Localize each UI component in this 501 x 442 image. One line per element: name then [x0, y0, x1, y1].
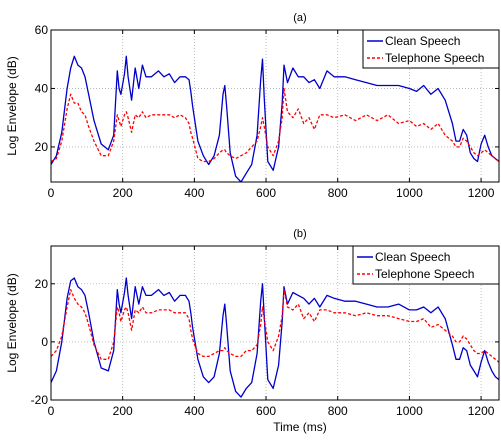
x-tick-label: 200 — [113, 404, 133, 418]
x-tick-label: 400 — [184, 404, 204, 418]
y-tick-label: 20 — [35, 277, 49, 291]
y-tick-label: 0 — [41, 335, 48, 349]
x-tick-label: 600 — [256, 186, 276, 200]
x-tick-label: 1200 — [468, 404, 495, 418]
series-line-clean-speech — [51, 277, 499, 398]
panel-title: (b) — [293, 228, 306, 240]
x-tick-label: 200 — [113, 186, 133, 200]
x-tick-label: 0 — [48, 404, 55, 418]
x-tick-label: 1000 — [396, 404, 423, 418]
x-tick-label: 800 — [328, 186, 348, 200]
legend-box — [352, 245, 500, 285]
y-tick-label: 60 — [35, 23, 49, 37]
legend-label: Clean Speech — [385, 34, 460, 48]
series-line-telephone-speech — [51, 87, 499, 163]
legend: Clean Speech Telephone Speech — [352, 245, 500, 285]
panel-a: 0 200 400 600 800 1000 1200 20 40 60 (a) Log Envelo… — [5, 12, 500, 200]
series-line-telephone-speech — [51, 288, 499, 363]
x-tick-label: 600 — [256, 404, 276, 418]
x-tick-label: 1000 — [396, 186, 423, 200]
axes-frame — [50, 245, 500, 401]
x-tick-label: 0 — [48, 186, 55, 200]
y-tick-label: 40 — [35, 81, 49, 95]
y-tick-label: -20 — [31, 393, 49, 407]
x-tick-label: 800 — [328, 404, 348, 418]
axes-frame — [50, 29, 500, 183]
legend-label: Clean Speech — [375, 250, 450, 264]
legend-label: Telephone Speech — [375, 267, 474, 281]
y-axis-label: Log Envelope (dB) — [5, 273, 19, 372]
legend-box — [362, 29, 500, 69]
x-axis-label: Time (ms) — [273, 420, 327, 434]
y-tick-label: 20 — [35, 140, 49, 154]
series-line-clean-speech — [51, 55, 499, 182]
legend: Clean Speech Telephone Speech — [362, 29, 500, 69]
x-tick-label: 1200 — [468, 186, 495, 200]
panel-title: (a) — [293, 12, 306, 24]
y-axis-label: Log Envelope (dB) — [5, 56, 19, 155]
x-tick-label: 400 — [184, 186, 204, 200]
legend-label: Telephone Speech — [385, 51, 484, 65]
